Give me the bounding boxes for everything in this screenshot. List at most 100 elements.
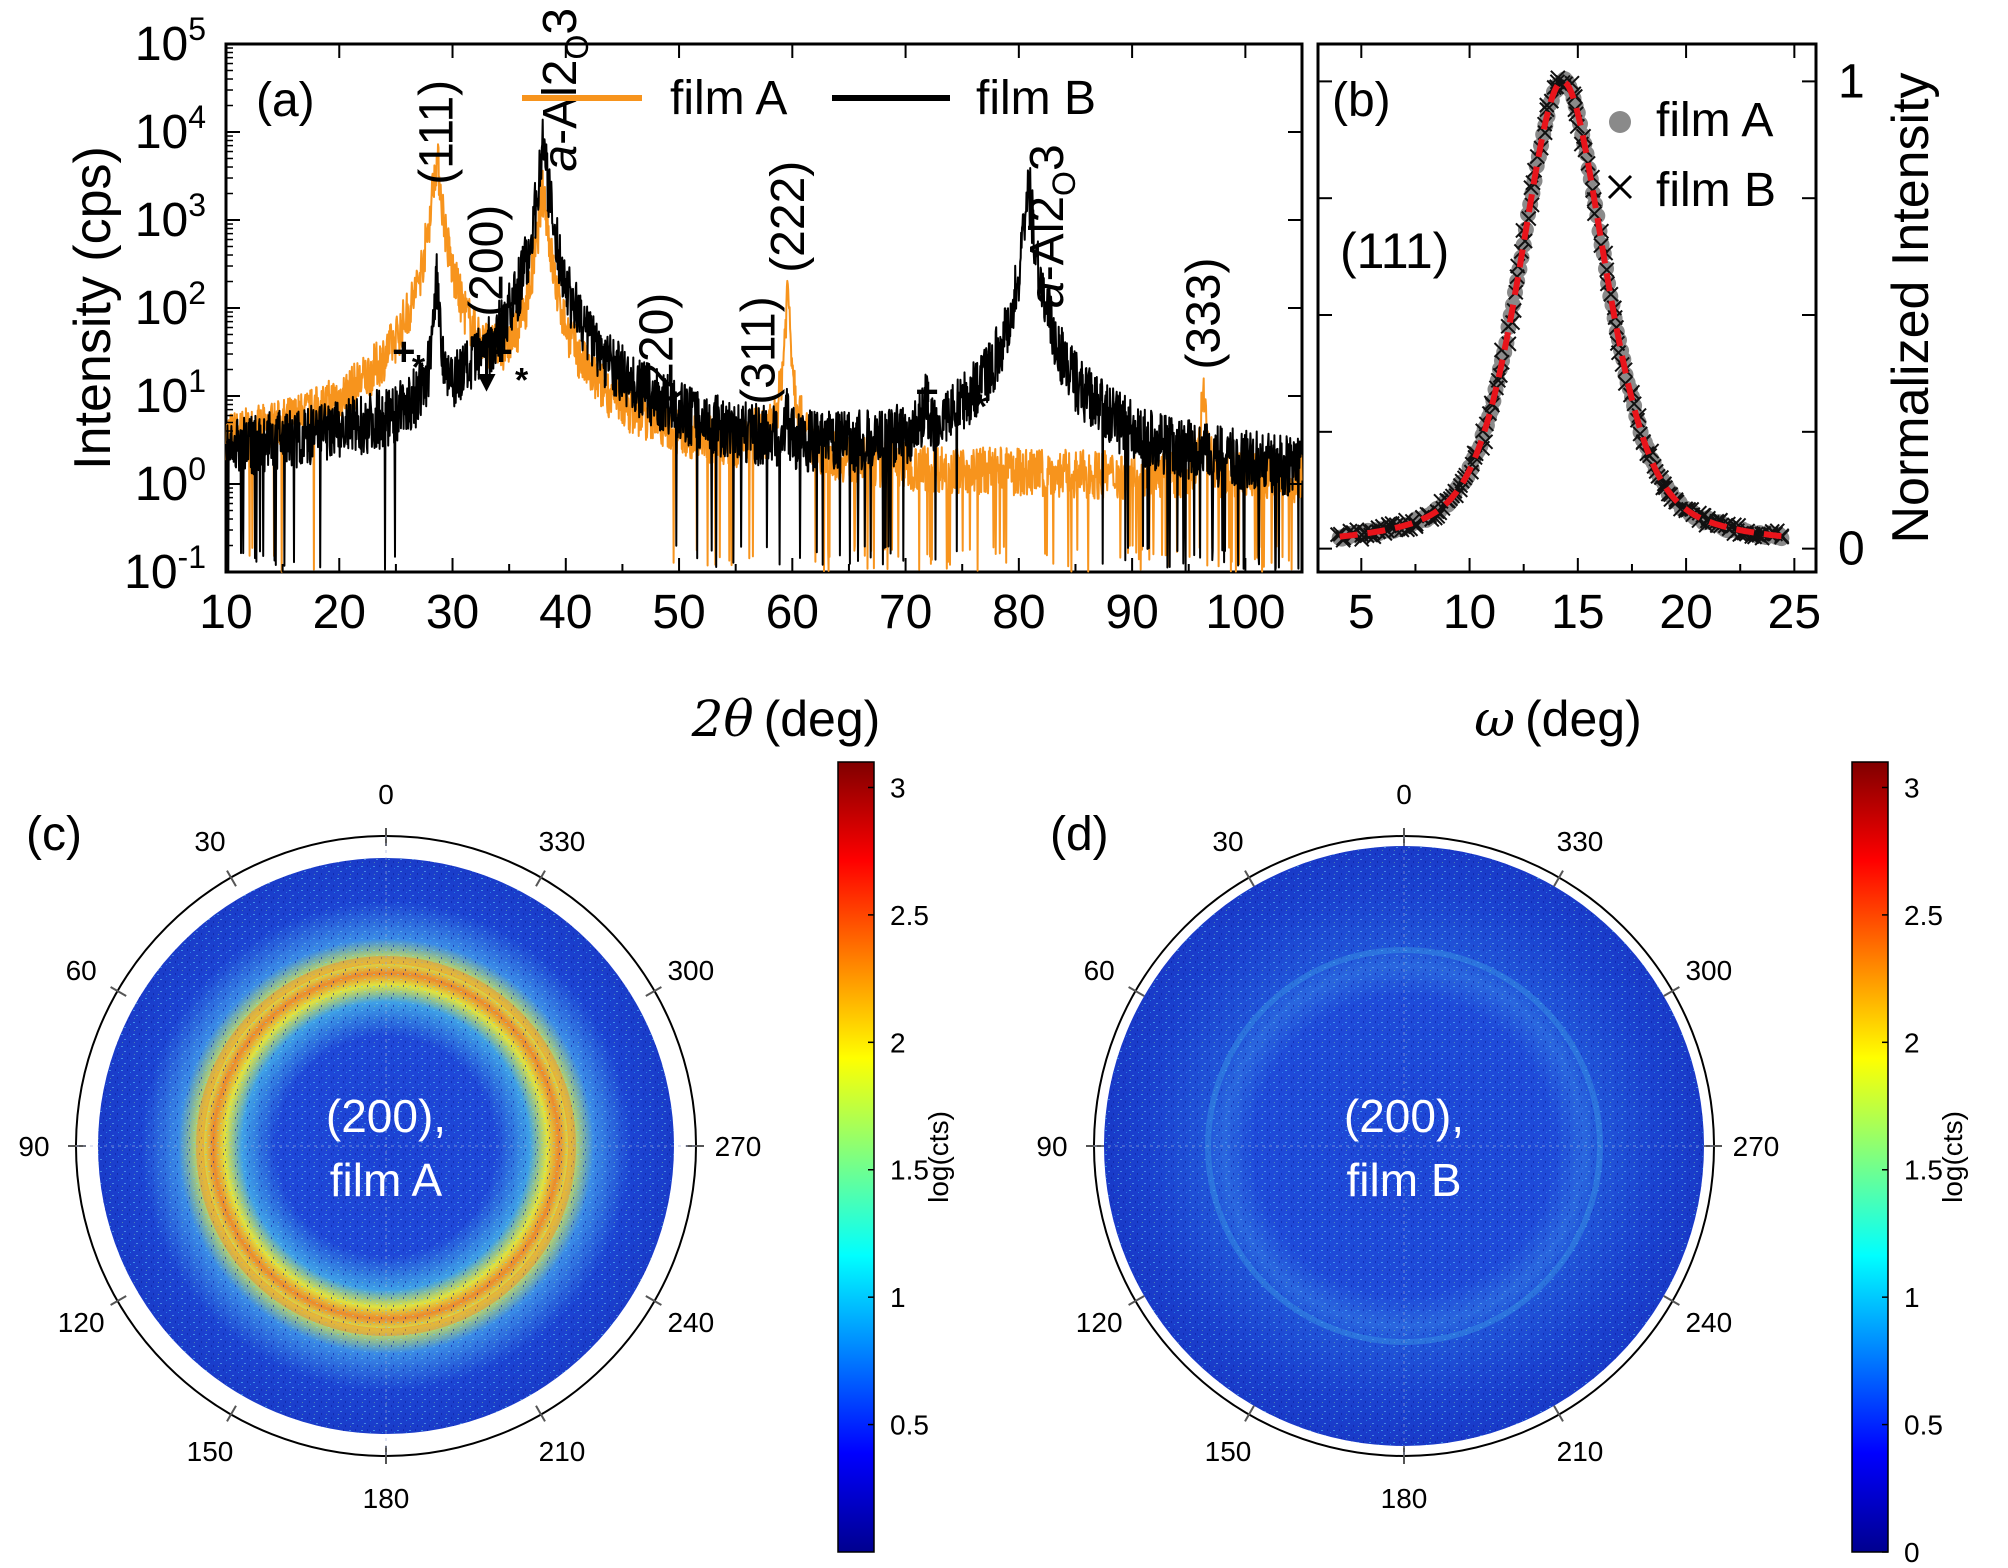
colorbar-gradient <box>1851 761 1889 1553</box>
colorbar-tick-label: 3 <box>890 772 906 803</box>
peak-index-label: (333) <box>1177 258 1230 370</box>
y-tick-label: 104 <box>135 99 206 159</box>
polar-tick-mark <box>645 986 662 997</box>
colorbar-title: log(cts) <box>1937 1111 1968 1203</box>
polar-angle-label: 240 <box>667 1307 714 1338</box>
panel-c-pole-figure: (c) 0 30 60 90 120 150 180 210 240 270 300 330 (200… <box>18 761 954 1553</box>
polar-tick-mark <box>1663 986 1680 997</box>
y-tick-label: 10-1 <box>124 539 206 599</box>
panel-a-y-axis-title: Intensity (cps) <box>64 146 122 470</box>
polar-angle-label: 180 <box>1381 1483 1428 1514</box>
arrow-head <box>477 374 496 392</box>
polar-angle-label: 210 <box>539 1436 586 1467</box>
legend-film-b-label: film B <box>976 72 1096 125</box>
peak-index-label: (111) <box>411 80 464 185</box>
panel-c-center-label-2: film A <box>330 1154 443 1206</box>
x-tick-label: 80 <box>992 586 1045 639</box>
film-b-point <box>1539 101 1555 118</box>
colorbar-tick-label: 2.5 <box>1904 900 1943 931</box>
colorbar-tick-label: 0.5 <box>1904 1410 1943 1441</box>
film-b-point <box>1433 493 1449 510</box>
polar-angle-label: 300 <box>667 955 714 986</box>
panel-a-label: (a) <box>256 74 315 127</box>
x-tick-label: 30 <box>426 586 479 639</box>
panel-b-y-axis-title: Normalized Intensity <box>1882 72 1940 543</box>
polar-angle-label: 300 <box>1685 955 1732 986</box>
colorbar-tick-label: 1 <box>1904 1282 1920 1313</box>
peak-index-label: (311) <box>732 296 785 405</box>
x-tick-label: 40 <box>539 586 592 639</box>
b-x-tick-label: 15 <box>1551 586 1604 639</box>
b-y-tick-label: 0 <box>1838 523 1865 576</box>
polar-tick-mark <box>535 1405 546 1422</box>
substrate-label: a-Al2O3 <box>534 8 595 172</box>
impurity-plus-marker: + <box>915 370 938 414</box>
legend-film-a-label: film A <box>670 72 787 125</box>
b-x-tick-label: 10 <box>1443 586 1496 639</box>
film-b-point <box>1599 262 1615 278</box>
b-x-tick-label: 20 <box>1659 586 1712 639</box>
x-tick-label: 100 <box>1205 586 1285 639</box>
polar-tick-mark <box>645 1295 662 1306</box>
x-tick-label: 60 <box>766 586 819 639</box>
b-y-tick-label: 1 <box>1838 55 1865 108</box>
polar-tick-mark <box>1128 1295 1145 1306</box>
y-tick-label: 101 <box>135 363 206 423</box>
legend-film-a-marker <box>1609 111 1631 133</box>
panel-c-center-label-1: (200), <box>326 1090 446 1142</box>
polar-tick-mark <box>1553 870 1564 887</box>
colorbar-tick-label: 2 <box>890 1027 906 1058</box>
panel-c-texture-ring <box>196 956 576 1336</box>
peak-index-label: (220) <box>630 293 683 405</box>
impurity-star-marker: * <box>974 388 988 426</box>
colorbar-tick-label: 2 <box>1904 1027 1920 1058</box>
colorbar-tick-label: 2.5 <box>890 900 929 931</box>
polar-angle-label: 0 <box>1396 779 1412 810</box>
polar-angle-label: 330 <box>1557 826 1604 857</box>
polar-angle-label: 120 <box>58 1307 105 1338</box>
film-b-point <box>1773 528 1790 544</box>
series-film-b-line <box>225 118 1303 573</box>
b-x-tick-label: 25 <box>1768 586 1821 639</box>
legend-film-b-marker <box>1607 174 1633 200</box>
film-b-point <box>1603 286 1619 302</box>
polar-tick-mark <box>1128 986 1145 997</box>
panel-b-frame <box>1316 42 1818 574</box>
x-tick-label: 10 <box>199 586 252 639</box>
x-tick-label: 70 <box>879 586 932 639</box>
polar-tick-mark <box>1244 1405 1255 1422</box>
peak-index-label: (222) <box>762 161 815 273</box>
polar-angle-label: 180 <box>363 1483 410 1514</box>
polar-angle-label: 90 <box>18 1131 49 1162</box>
polar-angle-label: 150 <box>1205 1436 1252 1467</box>
y-tick-label: 102 <box>135 275 206 335</box>
colorbar-tick-label: 3 <box>1904 772 1920 803</box>
polar-tick-mark <box>110 1295 127 1306</box>
impurity-star-marker: * <box>412 348 426 386</box>
polar-angle-label: 30 <box>1212 826 1243 857</box>
polar-tick-mark <box>110 986 127 997</box>
polar-angle-label: 270 <box>715 1131 762 1162</box>
b-x-tick-label: 5 <box>1348 586 1375 639</box>
polar-tick-mark <box>1663 1295 1680 1306</box>
panel-a-spectrum: 10 20 30 40 50 60 70 80 90 100 10-1 100 101 102 103 104… <box>64 8 1304 748</box>
film-b-point <box>1608 319 1625 336</box>
colorbar-tick-label: 1.5 <box>1904 1155 1943 1186</box>
polar-tick-mark <box>226 870 237 887</box>
polar-angle-label: 60 <box>1084 955 1115 986</box>
polar-angle-label: 150 <box>187 1436 234 1467</box>
impurity-star-marker: * <box>515 362 529 400</box>
y-tick-label: 105 <box>135 11 206 71</box>
polar-tick-mark <box>226 1405 237 1422</box>
colorbar-tick-label: 0 <box>1904 1537 1920 1568</box>
polar-angle-label: 120 <box>1076 1307 1123 1338</box>
colorbar-tick-label: 1 <box>890 1282 906 1313</box>
polar-tick-mark <box>1244 870 1255 887</box>
film-b-point <box>1490 372 1507 389</box>
polar-tick-mark <box>1553 1405 1564 1422</box>
polar-angle-label: 30 <box>194 826 225 857</box>
peak-index-label: (200) <box>461 205 514 317</box>
film-a-point <box>1511 261 1528 278</box>
